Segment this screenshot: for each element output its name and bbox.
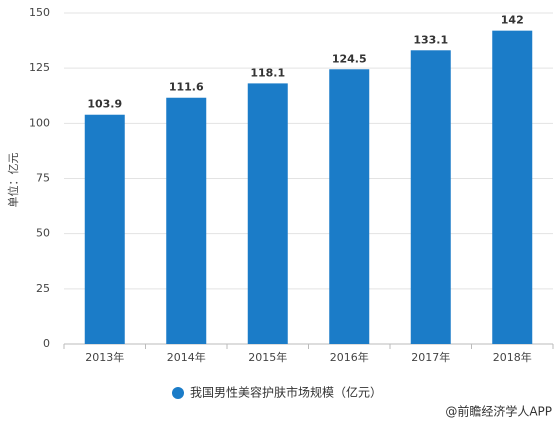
x-tick-label: 2017年 — [411, 350, 450, 364]
value-label: 124.5 — [332, 52, 367, 65]
legend-label: 我国男性美容护肤市场规模（亿元） — [190, 385, 382, 400]
y-tick-label: 100 — [29, 116, 50, 129]
y-tick-label: 125 — [29, 61, 50, 74]
value-label: 133.1 — [413, 33, 448, 46]
bar — [492, 30, 533, 345]
value-label: 111.6 — [169, 81, 204, 94]
x-tick-label: 2014年 — [167, 350, 206, 364]
y-axis-label: 单位：亿元 — [6, 153, 20, 208]
y-tick-label: 50 — [36, 227, 50, 240]
value-label: 118.1 — [250, 66, 285, 79]
x-tick-label: 2016年 — [330, 350, 369, 364]
value-label: 142 — [501, 14, 524, 27]
x-tick-label: 2018年 — [493, 350, 532, 364]
y-tick-label: 150 — [29, 6, 50, 19]
x-tick-label: 2013年 — [85, 350, 124, 364]
bar — [166, 97, 207, 345]
legend-marker — [172, 387, 184, 399]
x-tick-label: 2015年 — [248, 350, 287, 364]
source: @前瞻经济学人APP — [445, 404, 552, 419]
bar — [410, 50, 451, 345]
y-tick-label: 25 — [36, 282, 50, 295]
bar — [329, 69, 370, 345]
value-label: 103.9 — [87, 98, 122, 111]
bar — [247, 83, 288, 344]
bar — [84, 114, 125, 345]
y-tick-label: 0 — [43, 337, 50, 350]
y-tick-label: 75 — [36, 172, 50, 185]
